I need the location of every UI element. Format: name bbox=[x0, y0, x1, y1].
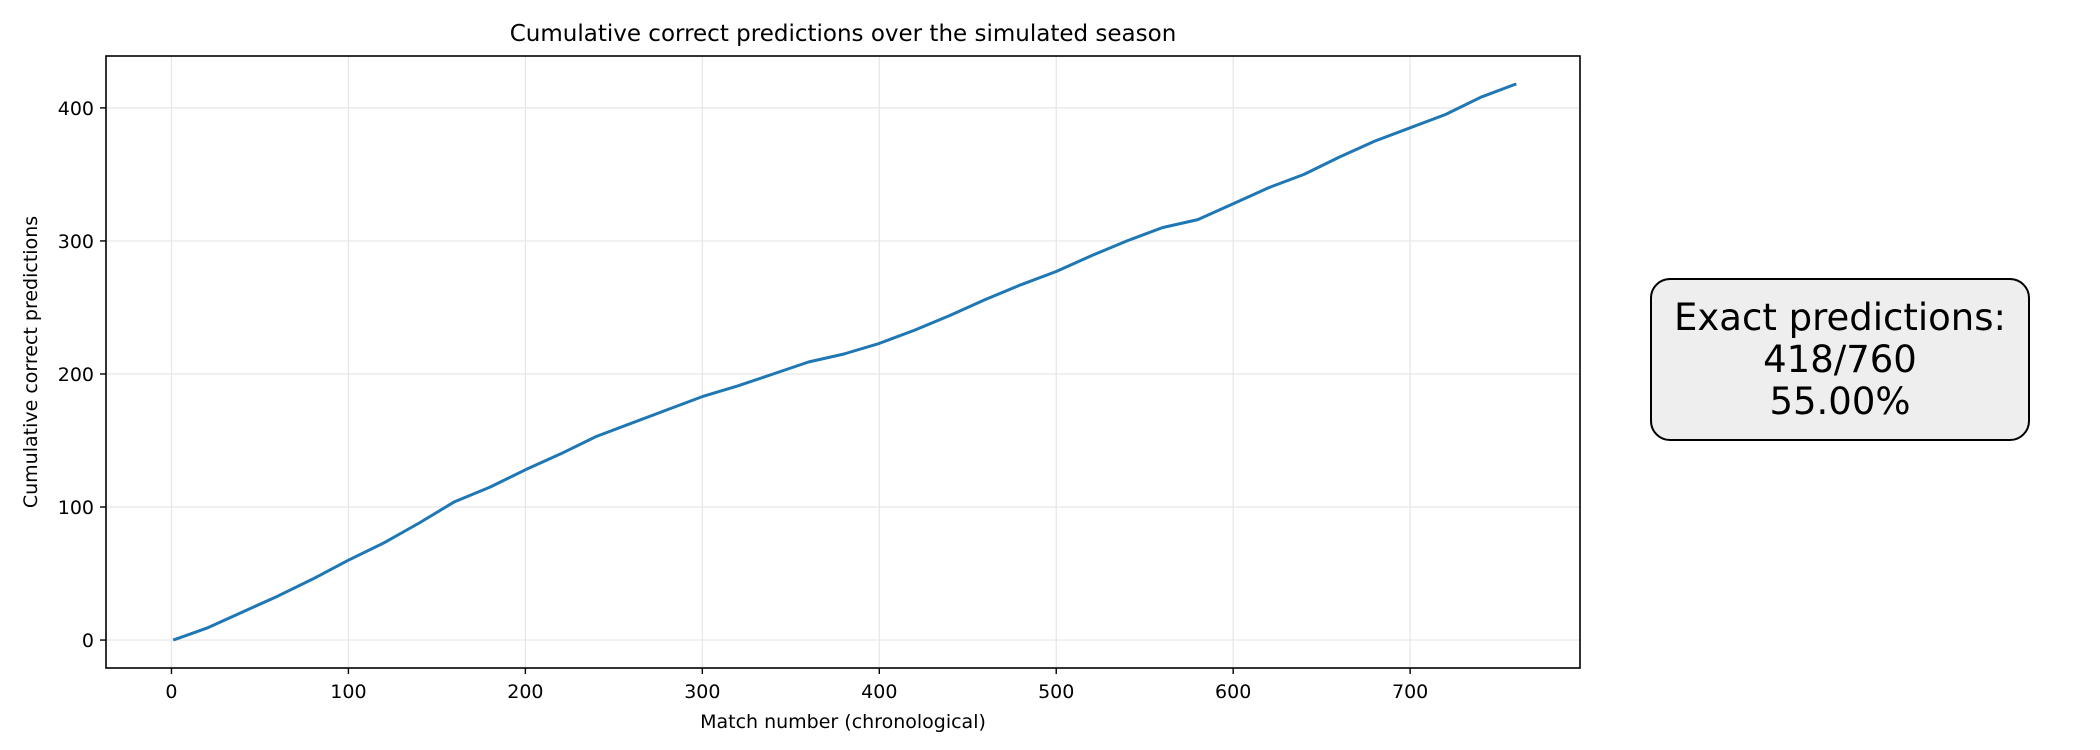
axis-ticks: 0 100 200 300 400 500 600 700 0 100 200 300 400 bbox=[58, 98, 1429, 703]
x-tick-label: 300 bbox=[684, 681, 720, 703]
x-tick-label: 200 bbox=[507, 681, 543, 703]
summary-count: 418/760 bbox=[1763, 337, 1917, 381]
x-tick-label: 500 bbox=[1038, 681, 1074, 703]
x-tick-label: 700 bbox=[1392, 681, 1428, 703]
plot-frame bbox=[105, 55, 1581, 669]
x-tick-label: 600 bbox=[1215, 681, 1251, 703]
y-tick-label: 200 bbox=[58, 364, 94, 386]
series-line bbox=[172, 82, 1517, 642]
x-tick-label: 100 bbox=[330, 681, 366, 703]
x-axis-label: Match number (chronological) bbox=[700, 711, 986, 733]
chart-title: Cumulative correct predictions over the … bbox=[510, 21, 1177, 47]
y-tick-label: 400 bbox=[58, 98, 94, 120]
y-tick-label: 0 bbox=[82, 630, 94, 652]
summary-percent: 55.00% bbox=[1769, 379, 1911, 423]
grid bbox=[106, 56, 1580, 668]
x-tick-label: 400 bbox=[861, 681, 897, 703]
y-tick-label: 100 bbox=[58, 497, 94, 519]
y-tick-label: 300 bbox=[58, 231, 94, 253]
y-axis-label: Cumulative correct predictions bbox=[20, 216, 42, 508]
x-tick-label: 0 bbox=[165, 681, 177, 703]
summary-box: Exact predictions: 418/760 55.00% bbox=[1650, 278, 2030, 441]
summary-label: Exact predictions: bbox=[1674, 295, 2006, 339]
